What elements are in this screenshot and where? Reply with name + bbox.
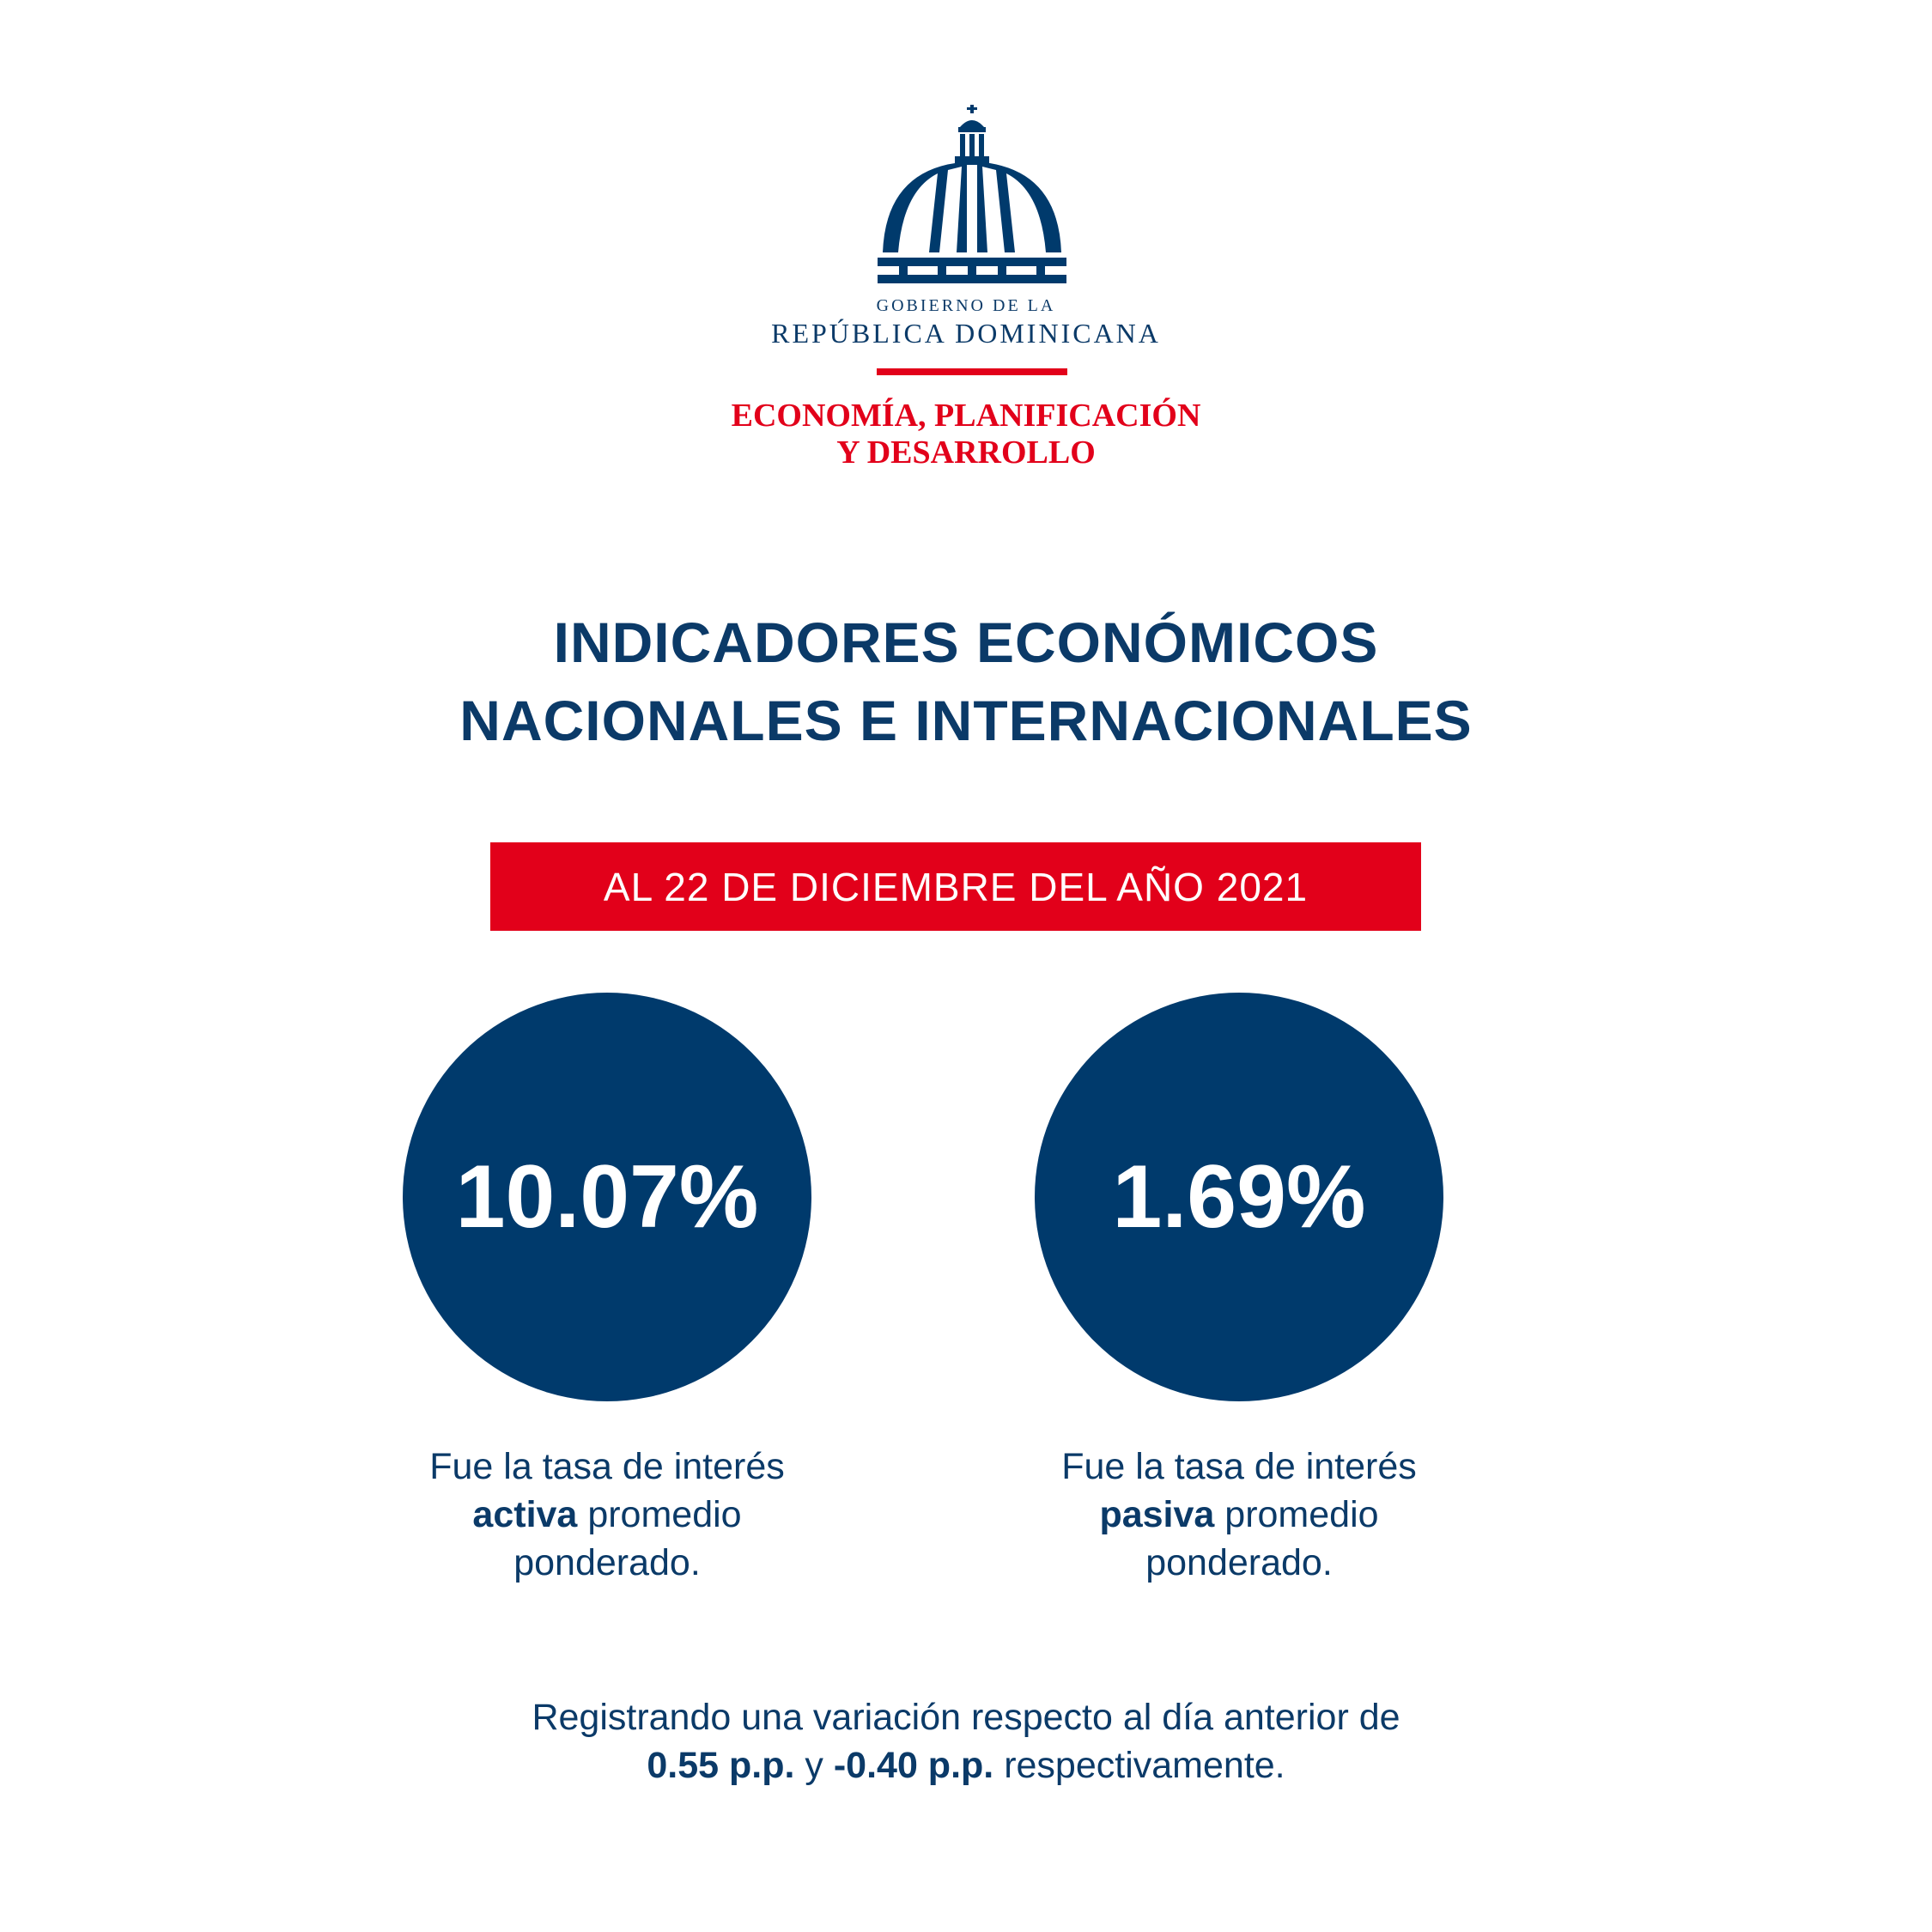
caption-line: Fue la tasa de interés (1061, 1446, 1417, 1487)
footer-bold: -0.40 p.p. (833, 1745, 994, 1786)
org-top: GOBIERNO DE LA (876, 296, 1056, 315)
indicator-caption: Fue la tasa de interés activa promedio p… (349, 1443, 865, 1587)
footer-line: 0.55 p.p. y -0.40 p.p. respectivamente. (0, 1741, 1932, 1789)
footer-text: respectivamente. (1004, 1745, 1285, 1786)
logo-dome (878, 105, 1066, 283)
caption-text: promedio (1224, 1494, 1379, 1535)
divider (877, 368, 1067, 375)
indicator-value: 1.69% (1035, 993, 1443, 1401)
caption-text: promedio (587, 1494, 742, 1535)
caption-line: ponderado. (1145, 1542, 1333, 1583)
ministry-line: Y DESARROLLO (836, 434, 1096, 471)
footer-text: y (805, 1745, 823, 1786)
caption-bold: pasiva (1099, 1494, 1215, 1535)
caption-line: ponderado. (513, 1542, 701, 1583)
title-line: NACIONALES E INTERNACIONALES (459, 689, 1473, 752)
footer: Registrando una variación respecto al dí… (0, 1693, 1932, 1789)
caption-line: Fue la tasa de interés (429, 1446, 785, 1487)
title-line: INDICADORES ECONÓMICOS (553, 611, 1379, 674)
ministry-line: ECONOMÍA, PLANIFICACIÓN (731, 398, 1201, 434)
org-name: REPÚBLICA DOMINICANA (771, 318, 1161, 349)
indicator-value: 10.07% (403, 993, 811, 1401)
caption-line: pasiva promedio (981, 1491, 1497, 1539)
date-banner: AL 22 DE DICIEMBRE DEL AÑO 2021 (490, 842, 1421, 931)
footer-bold: 0.55 p.p. (647, 1745, 795, 1786)
caption-bold: activa (472, 1494, 578, 1535)
caption-line: activa promedio (349, 1491, 865, 1539)
footer-line: Registrando una variación respecto al dí… (532, 1697, 1400, 1738)
indicator-caption: Fue la tasa de interés pasiva promedio p… (981, 1443, 1497, 1587)
